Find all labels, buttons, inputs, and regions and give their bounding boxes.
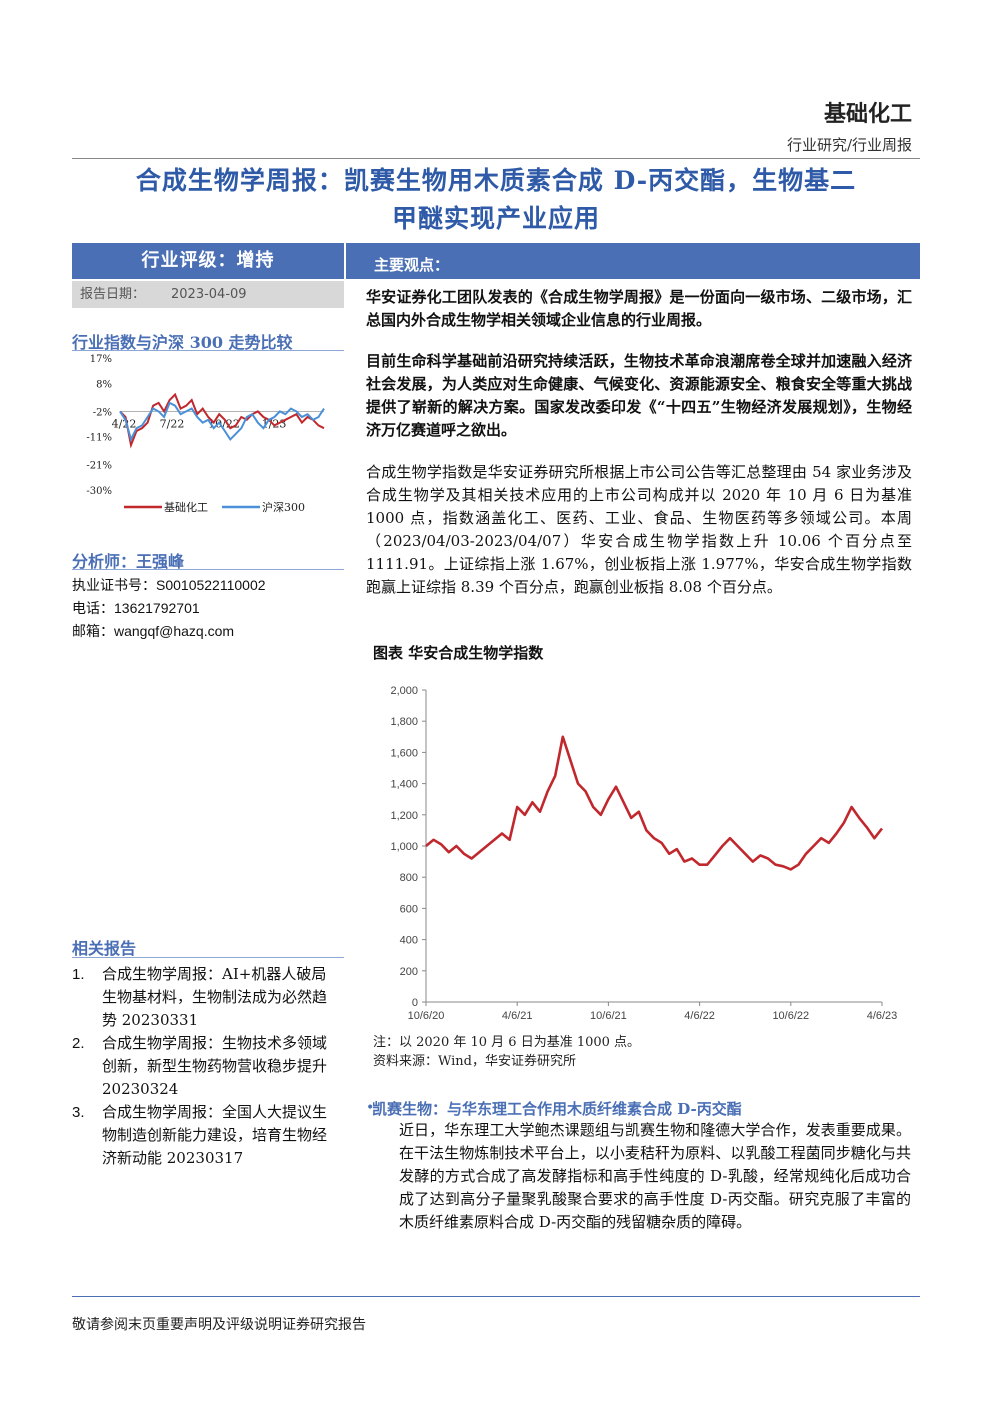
analyst-phone-value: 13621792701 xyxy=(114,600,200,616)
report-type: 行业研究/行业周报 xyxy=(786,136,912,154)
analyst-info: 执业证书号：S0010522110002 电话：13621792701 邮箱：w… xyxy=(72,574,344,643)
big-y-tick-label: 800 xyxy=(400,872,418,884)
related-report-text: 合成生物学周报：全国人大提议生物制造创新能力建设，培育生物经济新动能 20230… xyxy=(102,1103,328,1167)
big-series-line xyxy=(425,735,884,871)
related-report-text: 合成生物学周报：生物技术多领域创新，新型生物药物营收稳步提升 20230324 xyxy=(102,1034,328,1098)
index-compare-divider xyxy=(72,350,344,351)
related-report-num: 1. xyxy=(72,966,85,983)
mini-x-tick-label: 4/22 xyxy=(112,417,137,430)
big-y-tick-label: 0 xyxy=(412,997,418,1009)
analyst-license-label: 执业证书号： xyxy=(72,578,156,594)
big-x-tick-label: 4/6/21 xyxy=(502,1010,533,1022)
analyst-section-title: 分析师：王强峰 xyxy=(72,552,185,571)
bullet-icon: • xyxy=(366,1100,375,1116)
index-compare-chart: 17%8%-2%-11%-21%-30% 4/22 7/22 10/22 1/23 基… xyxy=(86,354,325,514)
mini-y-tick-label: 17% xyxy=(90,354,112,365)
big-y-tick-label: 1,400 xyxy=(390,779,418,791)
report-date: 报告日期： 2023-04-09 xyxy=(72,281,344,308)
report-title: 合成生物学周报：凯赛生物用木质素合成 D-丙交酯，生物基二 甲醚实现产业应用 xyxy=(72,162,920,238)
industry-rating: 行业评级：增持 xyxy=(72,243,344,279)
report-date-label: 报告日期： xyxy=(80,287,146,302)
analyst-email-value[interactable]: wangqf@hazq.com xyxy=(114,623,235,639)
mini-legend-label: 沪深300 xyxy=(262,500,305,514)
footer-disclaimer[interactable]: 敬请参阅末页重要声明及评级说明证券研究报告 xyxy=(72,1317,366,1333)
mini-series-line xyxy=(119,392,325,449)
big-x-tick-label: 4/6/22 xyxy=(684,1010,715,1022)
mini-x-tick-label: 7/22 xyxy=(160,417,185,430)
analyst-license-value: S0010522110002 xyxy=(156,577,266,593)
related-reports-list: 1. 合成生物学周报：AI+机器人破局生物基材料，生物制法成为必然趋势 2023… xyxy=(72,963,337,1170)
related-report-num: 2. xyxy=(72,1035,85,1052)
synbio-index-chart: 0 200 400 600 800 1,000 1,200 1,400 1,600 1,800 2,… xyxy=(390,685,898,1022)
mini-y-tick-label: 8% xyxy=(96,379,112,390)
analyst-email-label: 邮箱： xyxy=(72,624,114,640)
mini-y-tick-label: -11% xyxy=(86,433,112,444)
report-title-line1: 合成生物学周报：凯赛生物用木质素合成 D-丙交酯，生物基二 xyxy=(135,166,857,195)
related-reports-title: 相关报告 xyxy=(72,939,137,958)
related-report-item[interactable]: 1. 合成生物学周报：AI+机器人破局生物基材料，生物制法成为必然趋势 2023… xyxy=(72,963,337,1032)
report-title-line2: 甲醚实现产业应用 xyxy=(391,204,600,233)
big-y-tick-label: 1,800 xyxy=(390,716,418,728)
big-y-tick-label: 400 xyxy=(400,935,418,947)
index-compare-title: 行业指数与沪深 300 走势比较 xyxy=(72,333,293,352)
news-title: 凯赛生物：与华东理工合作用木质纤维素合成 D-丙交酯 xyxy=(372,1100,742,1118)
report-date-value: 2023-04-09 xyxy=(171,287,247,302)
analyst-license: 执业证书号：S0010522110002 xyxy=(72,574,344,597)
mini-y-tick-label: -30% xyxy=(86,486,112,497)
analyst-email: 邮箱：wangqf@hazq.com xyxy=(72,620,344,643)
sector-title: 基础化工 xyxy=(823,101,912,127)
related-reports-divider xyxy=(72,957,344,958)
analyst-phone-label: 电话： xyxy=(72,601,114,617)
related-report-item[interactable]: 3. 合成生物学周报：全国人大提议生物制造创新能力建设，培育生物经济新动能 20… xyxy=(72,1101,337,1170)
figure-title: 图表 华安合成生物学指数 xyxy=(373,644,544,662)
main-points-header: 主要观点： xyxy=(346,243,920,279)
big-x-tick-label: 10/6/22 xyxy=(772,1010,809,1022)
big-y-tick-label: 2,000 xyxy=(390,685,418,697)
header-divider xyxy=(72,158,920,159)
big-y-tick-label: 1,200 xyxy=(390,810,418,822)
intro-paragraph: 华安证券化工团队发表的《合成生物学周报》是一份面向一级市场、二级市场，汇总国内外… xyxy=(366,288,912,329)
related-report-item[interactable]: 2. 合成生物学周报：生物技术多领域创新，新型生物药物营收稳步提升 202303… xyxy=(72,1032,337,1101)
index-summary-paragraph: 合成生物学指数是华安证券研究所根据上市公司公告等汇总整理由 54 家业务涉及合成… xyxy=(366,463,912,596)
footer-divider xyxy=(72,1296,920,1297)
big-y-tick-label: 1,000 xyxy=(390,841,418,853)
figure-source: 资料来源：Wind，华安证券研究所 xyxy=(373,1054,576,1069)
big-y-tick-label: 200 xyxy=(400,966,418,978)
big-y-tick-label: 1,600 xyxy=(390,747,418,759)
related-report-num: 3. xyxy=(72,1104,85,1121)
mini-series-line xyxy=(119,401,325,443)
big-x-tick-label: 4/6/23 xyxy=(867,1010,898,1022)
big-x-tick-label: 10/6/21 xyxy=(590,1010,627,1022)
mini-legend-label: 基础化工 xyxy=(164,500,208,514)
big-y-tick-label: 600 xyxy=(400,903,418,915)
figure-note: 注：以 2020 年 10 月 6 日为基准 1000 点。 xyxy=(373,1035,641,1050)
background-paragraph: 目前生命科学基础前沿研究持续活跃，生物技术革命浪潮席卷全球并加速融入经济社会发展… xyxy=(366,352,912,439)
analyst-divider xyxy=(72,569,344,570)
analyst-phone: 电话：13621792701 xyxy=(72,597,344,620)
mini-y-tick-label: -21% xyxy=(86,461,112,472)
mini-y-tick-label: -2% xyxy=(93,407,112,418)
related-report-text: 合成生物学周报：AI+机器人破局生物基材料，生物制法成为必然趋势 2023033… xyxy=(102,965,328,1029)
big-x-tick-label: 10/6/20 xyxy=(408,1010,445,1022)
news-paragraph: 近日，华东理工大学鲍杰课题组与凯赛生物和隆德大学合作，发表重要成果。在干法生物炼… xyxy=(399,1121,911,1231)
